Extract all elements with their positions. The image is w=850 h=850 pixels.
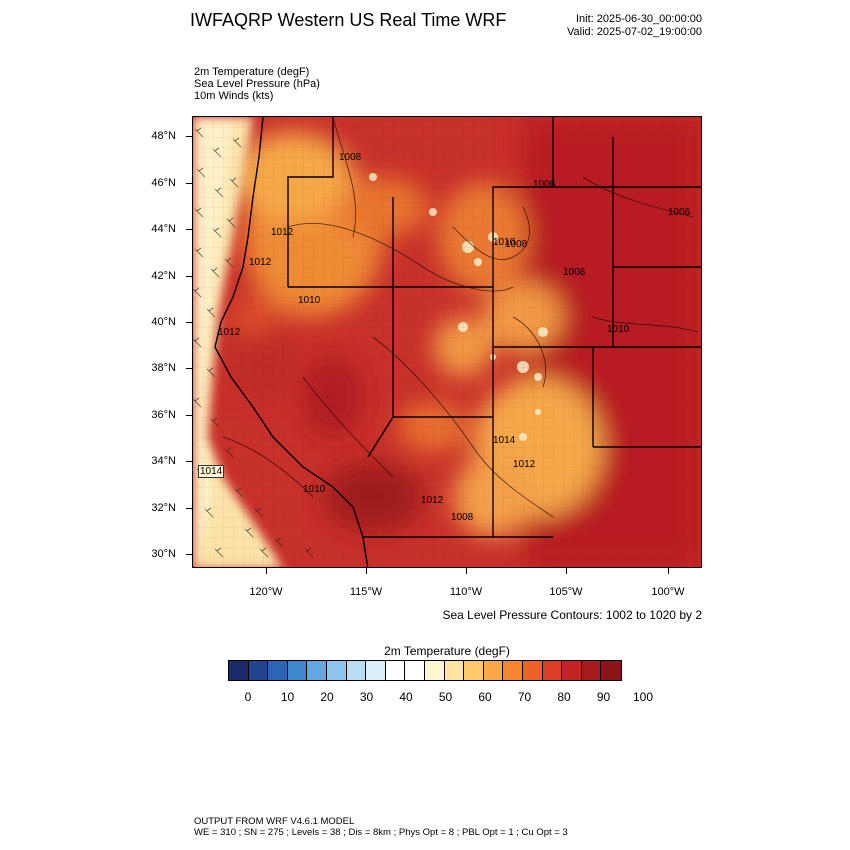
pressure-contour-label: 1006	[668, 207, 691, 218]
colorbar-swatch	[542, 661, 563, 680]
slp-contour-note: Sea Level Pressure Contours: 1002 to 102…	[442, 608, 703, 622]
pressure-contour-label: 1012	[249, 257, 272, 268]
longitude-tick	[466, 568, 467, 574]
plot-title: IWFAQRP Western US Real Time WRF	[190, 10, 507, 30]
latitude-label: 38°N	[151, 362, 176, 374]
colorbar-swatch	[366, 661, 386, 680]
latitude-tick	[186, 368, 192, 369]
pressure-contour-label: 1012	[271, 227, 294, 238]
latitude-tick	[186, 276, 192, 277]
longitude-label: 115°W	[349, 586, 383, 598]
pressure-contour-label: 1006	[533, 179, 556, 190]
pressure-contour-label: 1014	[493, 435, 516, 446]
colorbar-label: 80	[557, 690, 571, 704]
colorbar-label: 30	[359, 690, 374, 704]
longitude-label: 120°W	[249, 586, 283, 598]
latitude-tick	[186, 415, 192, 416]
pressure-contour-label: 1012	[421, 495, 444, 506]
latitude-label: 32°N	[151, 502, 176, 514]
pressure-contour-label: 1010	[298, 295, 321, 306]
colorbar-swatch	[287, 661, 308, 680]
pressure-contour-label: 1008	[563, 267, 586, 278]
longitude-label: 100°W	[651, 586, 685, 598]
colorbar-label: 90	[596, 690, 611, 704]
temperature-colorbar	[228, 660, 622, 681]
pressure-contour-label: 1008	[339, 152, 362, 163]
map-canvas	[193, 117, 701, 567]
pressure-contour-label: 1012	[218, 327, 241, 338]
longitude-tick	[366, 568, 367, 574]
latitude-label: 42°N	[151, 270, 176, 282]
pressure-contour-label: 1010	[607, 324, 630, 335]
colorbar-label: 70	[517, 690, 532, 704]
longitude-tick	[266, 568, 267, 574]
colorbar-swatch	[307, 661, 327, 680]
latitude-tick	[186, 229, 192, 230]
field-list: 2m Temperature (degF) Sea Level Pressure…	[194, 66, 320, 102]
colorbar-swatch	[444, 661, 465, 680]
valid-time: Valid: 2025-07-02_19:00:00	[567, 26, 702, 38]
latitude-label: 46°N	[151, 177, 176, 189]
latitude-tick	[186, 183, 192, 184]
colorbar-label: 60	[478, 690, 492, 704]
run-times: Init: 2025-06-30_00:00:00 Valid: 2025-07…	[567, 13, 702, 39]
temperature-map: 1008 1006 1012 1010 1012 1008 1006 1008 1010 1012…	[192, 116, 702, 568]
colorbar-swatch	[483, 661, 504, 680]
latitude-label: 48°N	[151, 130, 176, 142]
init-time: Init: 2025-06-30_00:00:00	[576, 13, 702, 25]
model-footer: OUTPUT FROM WRF V4.6.1 MODEL WE = 310 ; …	[194, 816, 568, 838]
colorbar-title: 2m Temperature (degF)	[384, 644, 510, 658]
longitude-tick	[566, 568, 567, 574]
latitude-label: 40°N	[151, 316, 176, 328]
latitude-tick	[186, 461, 192, 462]
colorbar-swatch	[248, 661, 269, 680]
colorbar-swatch	[581, 661, 602, 680]
colorbar-swatch	[346, 661, 367, 680]
colorbar-label: 0	[244, 690, 252, 704]
latitude-label: 30°N	[151, 548, 176, 560]
pressure-contour-label: 1008	[505, 239, 528, 250]
colorbar-label: 50	[438, 690, 453, 704]
field-winds: 10m Winds (kts)	[194, 90, 274, 102]
footer-model: OUTPUT FROM WRF V4.6.1 MODEL	[194, 816, 355, 827]
colorbar-label: 10	[280, 690, 295, 704]
colorbar-label: 100	[632, 690, 654, 704]
pressure-contour-label: 1012	[513, 459, 536, 470]
colorbar-swatch	[562, 661, 582, 680]
field-sea-level-pressure: Sea Level Pressure (hPa)	[194, 78, 320, 90]
colorbar-swatch	[405, 661, 425, 680]
latitude-tick	[186, 508, 192, 509]
latitude-tick	[186, 322, 192, 323]
latitude-label: 44°N	[151, 223, 176, 235]
colorbar-label: 40	[399, 690, 413, 704]
colorbar-swatch	[229, 661, 249, 680]
colorbar-swatch	[424, 661, 445, 680]
colorbar-swatch	[522, 661, 543, 680]
latitude-label: 36°N	[151, 409, 176, 421]
field-temperature: 2m Temperature (degF)	[194, 66, 310, 78]
colorbar-swatch	[464, 661, 484, 680]
pressure-contour-label: 1010	[493, 237, 516, 248]
colorbar-swatch	[601, 661, 621, 680]
colorbar-swatch	[385, 661, 406, 680]
pressure-contour-label: 1010	[303, 484, 326, 495]
colorbar-swatch	[268, 661, 288, 680]
pressure-contour-label: 1014	[198, 465, 225, 478]
longitude-label: 110°W	[449, 586, 483, 598]
latitude-tick	[186, 554, 192, 555]
colorbar-swatch	[326, 661, 347, 680]
colorbar-label: 20	[320, 690, 334, 704]
latitude-label: 34°N	[151, 455, 176, 467]
footer-settings: WE = 310 ; SN = 275 ; Levels = 38 ; Dis …	[194, 827, 568, 838]
latitude-tick	[186, 136, 192, 137]
longitude-label: 105°W	[549, 586, 583, 598]
colorbar-swatch	[503, 661, 523, 680]
pressure-contour-label: 1008	[451, 512, 474, 523]
longitude-tick	[668, 568, 669, 574]
